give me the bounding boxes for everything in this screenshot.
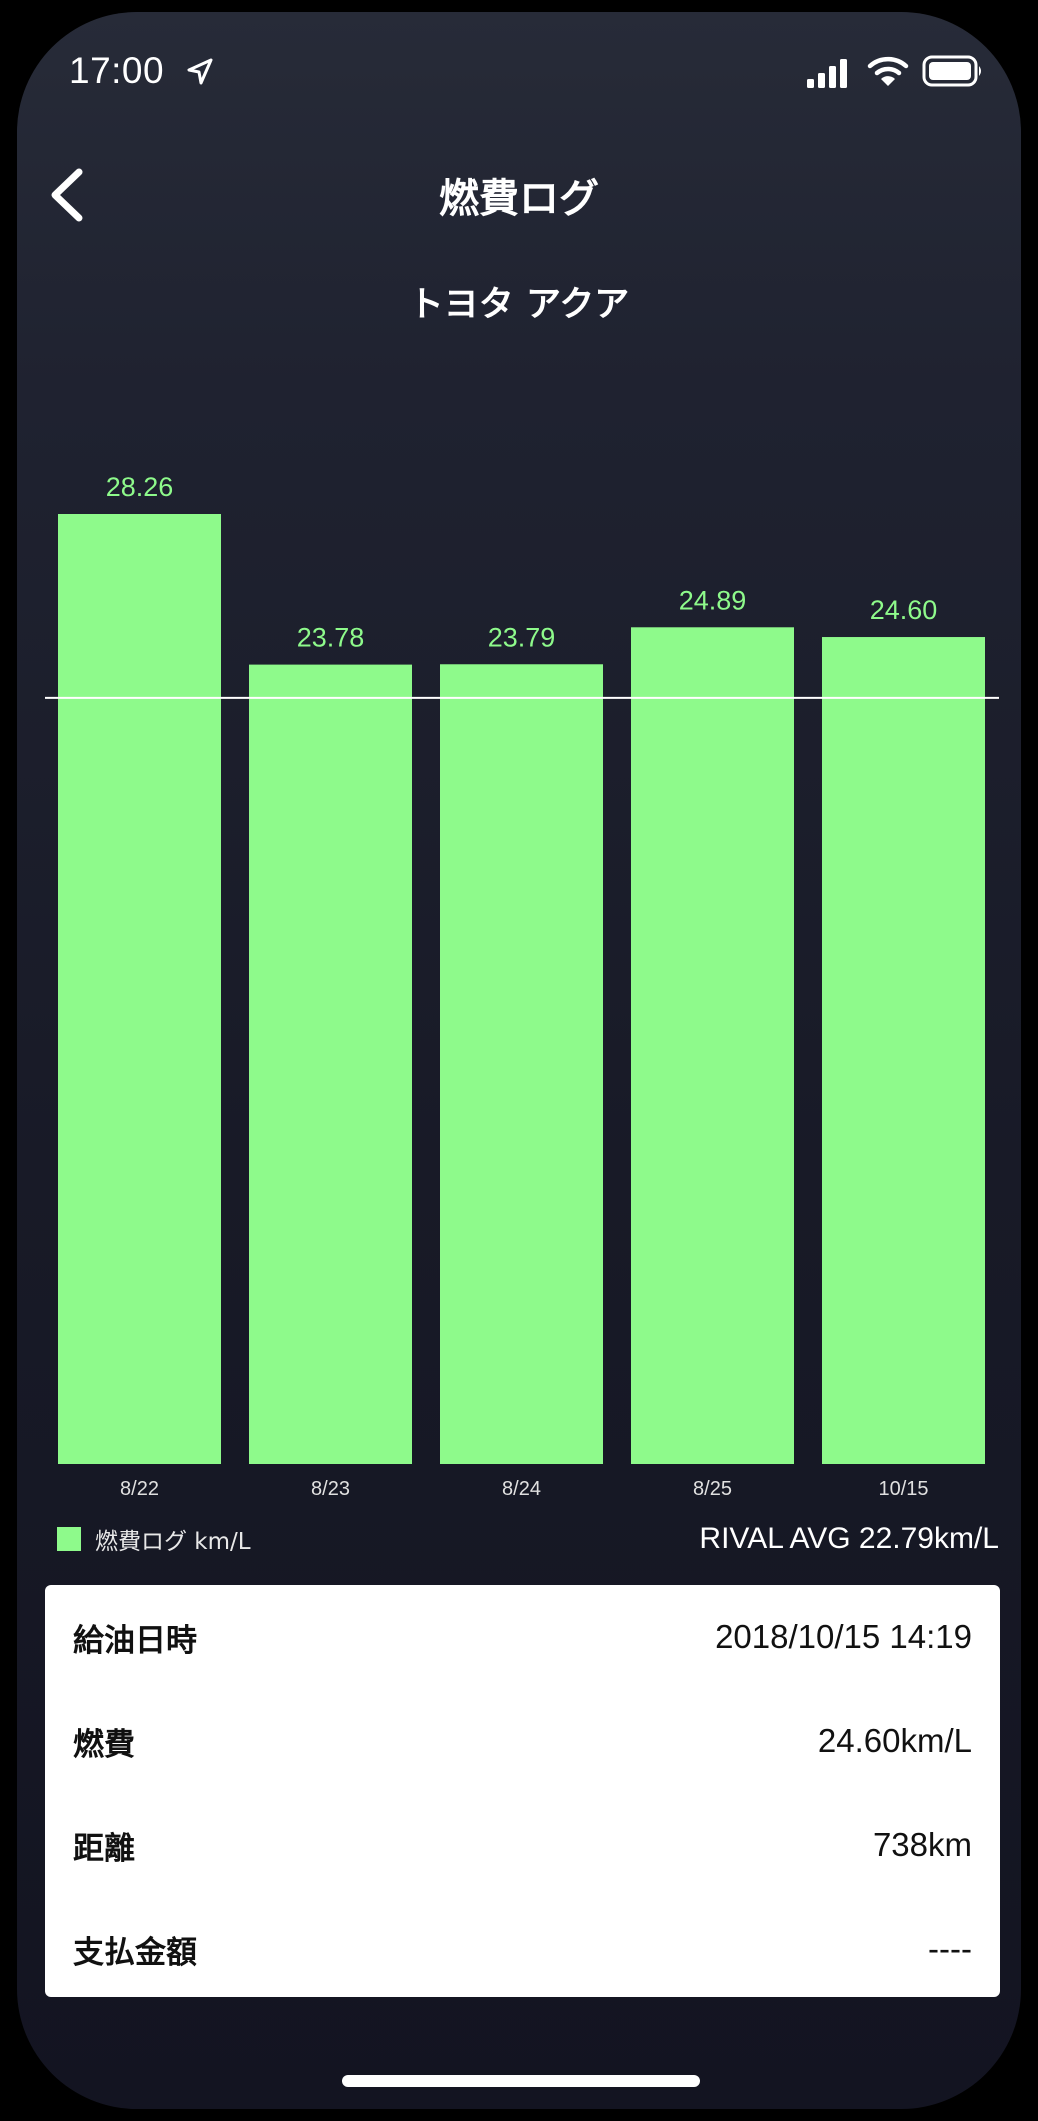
status-bar: 17:00	[17, 12, 1021, 122]
detail-label: 支払金額	[73, 1934, 197, 1971]
detail-value: ----	[928, 1930, 972, 1967]
bar-8/24[interactable]	[440, 664, 603, 1464]
detail-label: 給油日時	[73, 1622, 197, 1659]
bar-value-label: 28.26	[106, 472, 174, 502]
bar-value-label: 24.89	[679, 585, 747, 615]
legend-label: 燃費ログ km/L	[95, 1529, 251, 1555]
vehicle-name: トヨタ アクア	[408, 285, 630, 325]
detail-row-fuel-economy: 燃費 24.60km/L	[45, 1689, 1000, 1793]
rival-average: RIVAL AVG 22.79km/L	[699, 1522, 999, 1555]
x-tick-label: 8/25	[693, 1478, 732, 1500]
bar-chart: 28.26 8/22 23.78 8/23 23.79 8/24 24.89 8/25 24.6…	[45, 472, 999, 1500]
status-time: 17:00	[69, 50, 165, 91]
x-tick-label: 8/23	[311, 1478, 350, 1500]
x-tick-label: 8/22	[120, 1478, 159, 1500]
bar-10/15[interactable]	[822, 637, 985, 1464]
navigation-bar: 燃費ログ	[17, 142, 1021, 242]
legend-swatch	[57, 1527, 81, 1551]
detail-value: 738km	[872, 1826, 972, 1863]
back-button[interactable]	[35, 160, 105, 230]
bar-value-label: 24.60	[870, 595, 938, 625]
bar-value-label: 23.79	[488, 622, 556, 652]
detail-label: 燃費	[73, 1726, 135, 1763]
detail-value: 2018/10/15 14:19	[715, 1618, 972, 1655]
detail-label: 距離	[73, 1830, 135, 1867]
wifi-icon	[867, 56, 909, 86]
phone-screen: 17:00 燃費ログ トヨタ アクア 28.26 8	[17, 12, 1021, 2109]
detail-row-payment: 支払金額 ----	[45, 1897, 1000, 2001]
bar-8/23[interactable]	[249, 664, 412, 1464]
signal-icon	[807, 59, 847, 88]
detail-value: 24.60km/L	[817, 1722, 972, 1759]
detail-row-refuel-date: 給油日時 2018/10/15 14:19	[45, 1585, 1000, 1689]
x-tick-label: 8/24	[502, 1478, 541, 1500]
home-indicator[interactable]	[342, 2075, 700, 2087]
detail-row-distance: 距離 738km	[45, 1793, 1000, 1897]
bar-8/22[interactable]	[58, 514, 221, 1464]
chart-legend: 燃費ログ km/L	[57, 1522, 251, 1556]
chevron-left-icon	[51, 168, 83, 222]
bar-value-label: 23.78	[297, 623, 365, 653]
battery-icon	[922, 55, 981, 87]
fuel-economy-chart: 28.26 8/22 23.78 8/23 23.79 8/24 24.89 8/25 24.6…	[17, 442, 1021, 1542]
detail-card: 給油日時 2018/10/15 14:19 燃費 24.60km/L 距離 73…	[45, 1585, 1000, 1997]
x-tick-label: 10/15	[878, 1478, 928, 1500]
bar-8/25[interactable]	[631, 627, 794, 1464]
page-title: 燃費ログ	[439, 176, 599, 222]
location-arrow-icon	[187, 58, 213, 85]
